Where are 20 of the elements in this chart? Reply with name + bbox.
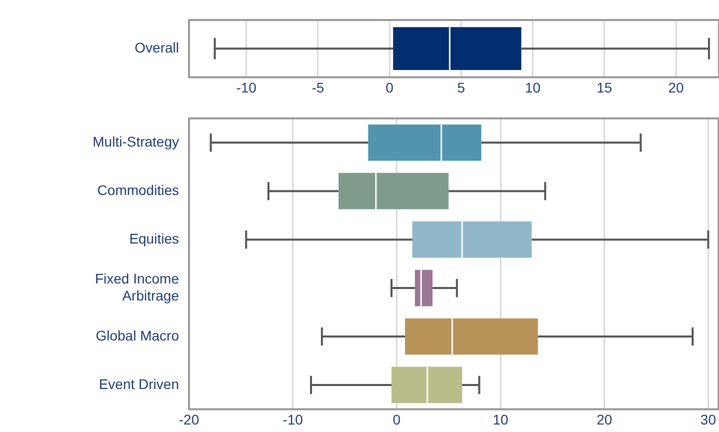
x-tick-label: 15 [596, 79, 612, 96]
y-tick-label: Event Driven [98, 376, 179, 392]
x-tick-label: 10 [492, 411, 509, 428]
y-tick-label: Commodities [97, 182, 179, 198]
x-tick-label: -10 [282, 411, 304, 428]
x-tick-label: 30 [700, 411, 716, 428]
x-tick-label: -20 [178, 411, 200, 428]
y-tick-label: Overall [134, 39, 179, 56]
y-tick-label: Global Macro [96, 327, 180, 344]
y-tick-label: Equities [129, 230, 179, 246]
x-tick-label: 20 [668, 79, 684, 96]
x-tick-label: 20 [596, 411, 612, 428]
x-tick-label: 10 [524, 79, 541, 96]
y-tick-label: Fixed Income Arbitrage [94, 270, 180, 304]
x-tick-label: 0 [392, 411, 401, 428]
x-tick-label: -5 [312, 79, 324, 96]
x-tick-label: -10 [236, 79, 257, 96]
y-tick-label: Multi-Strategy [92, 133, 179, 150]
x-tick-label: 5 [457, 79, 466, 96]
x-tick-label: 0 [386, 79, 394, 96]
